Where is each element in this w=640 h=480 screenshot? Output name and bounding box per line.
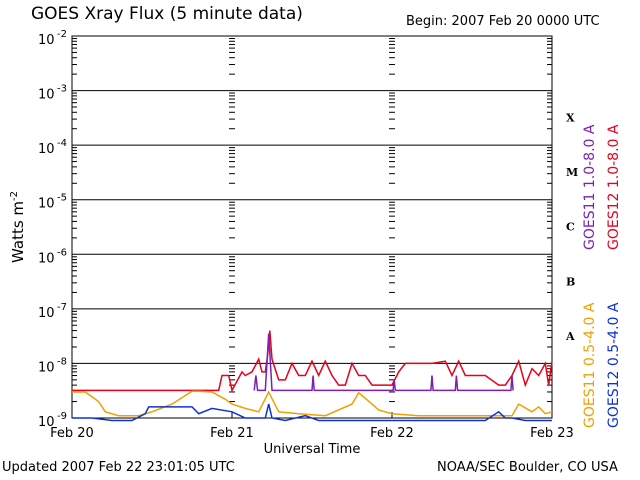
flare-class-label: M [566,166,578,179]
y-tick-label: 10 [38,88,55,103]
y-tick-label: 10 [38,360,55,375]
credit-label: NOAA/SEC Boulder, CO USA [437,460,618,475]
legend-goes11-long: GOES11 1.0-8.0 A [582,124,598,250]
y-tick-exponent: -3 [57,84,67,95]
y-tick-exponent: -7 [57,302,67,313]
legend-goes12-long: GOES12 1.0-8.0 A [606,124,622,250]
x-tick-label: Feb 23 [530,426,574,441]
y-tick-exponent: -2 [57,29,67,40]
x-tick-label: Feb 22 [370,426,414,441]
series-line [72,330,553,393]
y-tick-label: 10 [38,33,55,48]
chart-title: GOES Xray Flux (5 minute data) [31,4,303,24]
y-tick-label: 10 [38,197,55,212]
y-tick-exponent: -8 [57,356,67,367]
y-tick-label: 10 [38,415,55,430]
x-axis-label: Universal Time [264,442,361,457]
y-tick-exponent: -4 [57,138,67,149]
y-tick-exponent: -6 [57,247,67,258]
flare-class-label: B [566,275,575,288]
series-line [72,403,552,422]
begin-time-label: Begin: 2007 Feb 20 0000 UTC [406,14,600,29]
flare-class-label: C [566,221,575,234]
legend-goes11-short: GOES11 0.5-4.0 A [582,302,598,428]
x-tick-label: Feb 20 [50,426,94,441]
y-tick-exponent: -5 [57,193,67,204]
y-axis-label: Watts m-2 [9,191,27,263]
legend-goes12-short: GOES12 0.5-4.0 A [606,302,622,428]
y-tick-label: 10 [38,142,55,157]
series-line [72,390,553,417]
flare-class-label: A [565,330,575,343]
y-tick-label: 10 [38,306,55,321]
y-tick-exponent: -9 [57,411,67,422]
flare-class-label: X [566,112,575,125]
x-tick-label: Feb 21 [210,426,254,441]
series-line [253,333,514,392]
updated-timestamp: Updated 2007 Feb 22 23:01:05 UTC [2,460,235,475]
y-tick-label: 10 [38,251,55,266]
